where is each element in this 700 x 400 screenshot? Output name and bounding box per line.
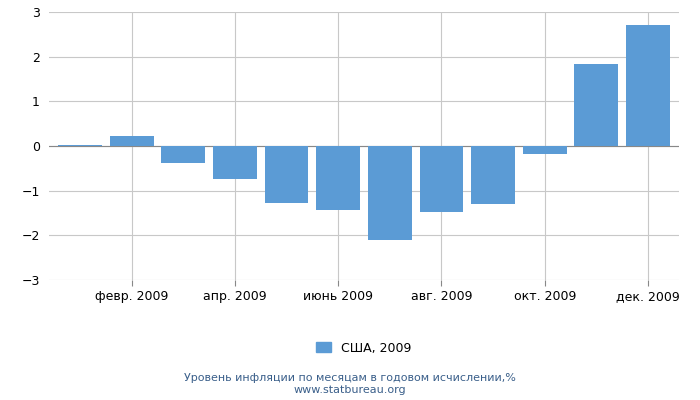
Bar (419, 146, 463, 212)
Text: Уровень инфляции по месяцам в годовом исчислении,%: Уровень инфляции по месяцам в годовом ис… (184, 373, 516, 383)
Legend: США, 2009: США, 2009 (312, 336, 416, 360)
Bar (368, 146, 412, 240)
Bar (523, 146, 567, 154)
Bar (575, 64, 618, 146)
Text: www.statbureau.org: www.statbureau.org (294, 385, 406, 395)
Bar (316, 146, 360, 210)
Bar (161, 146, 205, 163)
Bar (626, 24, 670, 146)
Bar (213, 146, 257, 179)
Bar (265, 146, 309, 203)
Bar (110, 136, 153, 146)
Bar (58, 145, 102, 146)
Bar (471, 146, 515, 204)
